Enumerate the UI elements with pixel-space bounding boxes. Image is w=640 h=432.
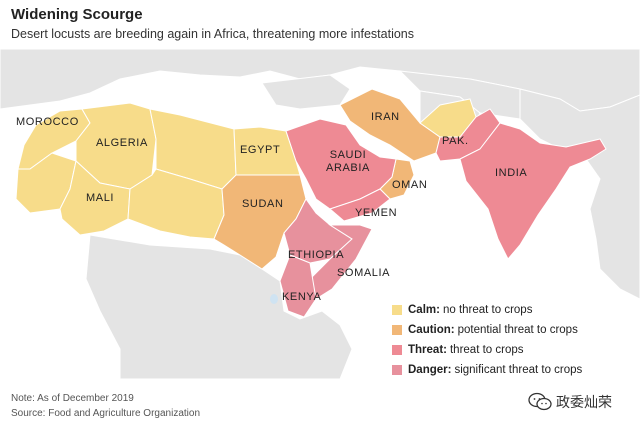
legend-key: Caution: (408, 324, 455, 336)
region-somalia (309, 224, 373, 300)
label-iran: IRAN (371, 111, 400, 123)
legend-item-caution: Caution: potential threat to crops (392, 320, 632, 340)
legend-swatch-danger (392, 365, 402, 375)
label-yemen: YEMEN (355, 207, 398, 219)
label-sudan: SUDAN (242, 198, 284, 210)
map-subtitle: Desert locusts are breeding again in Afr… (11, 27, 415, 41)
legend-swatch-caution (392, 325, 402, 335)
legend-item-threat: Threat: threat to crops (392, 340, 632, 360)
label-saudi-arabia: SAUDI ARABIA (320, 149, 376, 175)
footer-notes: Note: As of December 2019 Source: Food a… (11, 391, 200, 421)
region-mali (59, 160, 131, 236)
label-egypt: EGYPT (240, 144, 281, 156)
label-morocco: MOROCCO (16, 116, 79, 128)
legend-item-danger: Danger: significant threat to crops (392, 360, 632, 380)
legend-key: Calm: (408, 304, 440, 316)
map-svg (0, 49, 640, 379)
footer-source: Source: Food and Agriculture Organizatio… (11, 408, 200, 419)
legend-text: potential threat to crops (457, 324, 578, 336)
legend-swatch-threat (392, 345, 402, 355)
region-pakistan (435, 108, 501, 162)
label-algeria: ALGERIA (96, 137, 148, 149)
region-kenya (279, 254, 317, 318)
wechat-icon (528, 392, 552, 411)
label-oman: OMAN (392, 179, 428, 191)
legend-key: Danger: (408, 364, 452, 376)
watermark-text: 政委灿荣 (556, 394, 612, 410)
land-africa-south (85, 234, 353, 379)
label-pakistan: PAK. (442, 135, 469, 147)
map-area: MOROCCO ALGERIA MALI EGYPT SUDAN SAUDI A… (0, 49, 640, 379)
watermark: 政委灿荣 (528, 392, 612, 412)
legend-item-calm: Calm: no threat to crops (392, 300, 632, 320)
land-turkey (261, 74, 351, 110)
label-saudi-arabia-text: SAUDI ARABIA (326, 149, 370, 174)
legend-swatch-calm (392, 305, 402, 315)
map-title: Widening Scourge (11, 6, 143, 23)
label-kenya: KENYA (282, 291, 322, 303)
land-asia-east (519, 88, 640, 300)
label-somalia: SOMALIA (337, 267, 391, 279)
legend-text: significant threat to crops (454, 364, 583, 376)
label-mali: MALI (86, 192, 115, 204)
footer-note: Note: As of December 2019 (11, 393, 134, 404)
label-india: INDIA (495, 167, 528, 179)
legend-text: no threat to crops (442, 304, 533, 316)
region-india (459, 122, 607, 260)
label-ethiopia: ETHIOPIA (288, 249, 345, 261)
legend: Calm: no threat to crops Caution: potent… (392, 300, 632, 380)
region-yemen (329, 188, 391, 222)
lake-victoria (270, 294, 278, 304)
region-saudi-arabia (285, 118, 397, 210)
legend-key: Threat: (408, 344, 447, 356)
legend-text: threat to crops (449, 344, 524, 356)
